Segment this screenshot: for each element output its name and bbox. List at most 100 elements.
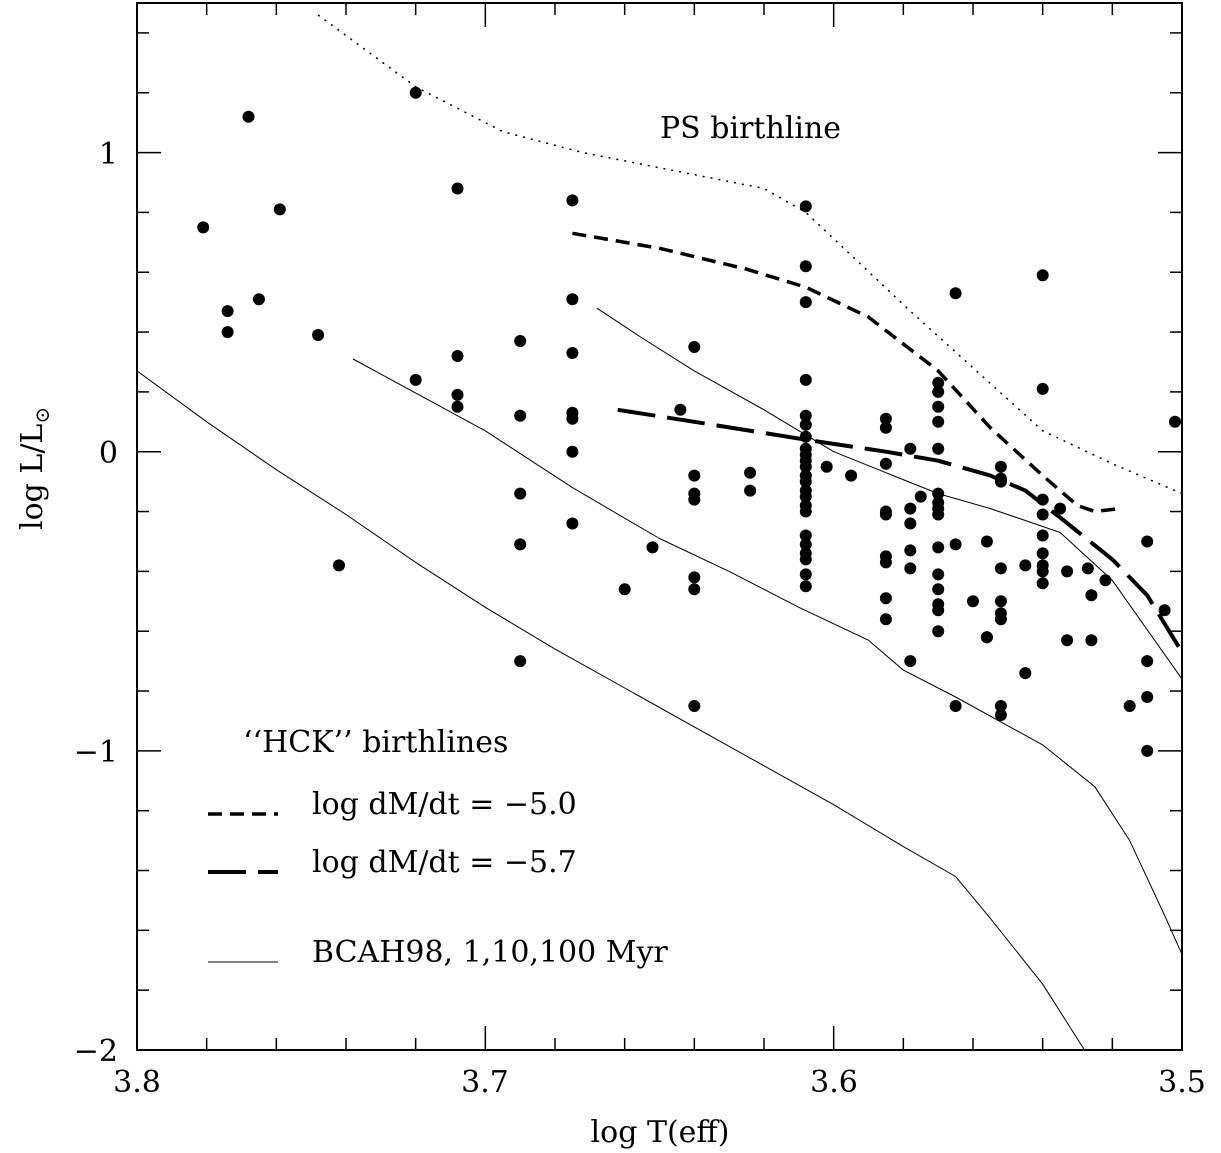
data-point xyxy=(688,493,701,506)
data-point xyxy=(949,287,962,300)
data-point xyxy=(688,469,701,482)
data-point xyxy=(333,559,345,572)
data-point xyxy=(566,445,579,458)
data-point xyxy=(799,296,812,309)
data-point xyxy=(932,508,945,521)
series-line-thin-solid-5 xyxy=(136,370,1085,1051)
data-point xyxy=(1036,529,1049,542)
data-point xyxy=(994,595,1007,608)
series-line-short-dash-1 xyxy=(572,231,1120,514)
data-point xyxy=(879,592,892,605)
data-point xyxy=(566,293,579,306)
data-point xyxy=(1141,691,1154,703)
data-point xyxy=(994,700,1007,712)
data-point xyxy=(409,86,422,99)
data-point xyxy=(799,418,812,431)
x-axis-label: log T(eff) xyxy=(591,1115,730,1150)
data-point xyxy=(799,409,812,422)
data-point xyxy=(879,412,892,425)
data-point xyxy=(1019,667,1032,680)
data-point xyxy=(221,326,234,339)
data-point xyxy=(514,655,527,668)
series-line-long-dash-2 xyxy=(617,407,1184,654)
series-line-thin-solid-3 xyxy=(596,307,1183,680)
data-point xyxy=(1081,562,1094,575)
x-tick-label-3.6: 3.6 xyxy=(810,1065,858,1100)
data-point xyxy=(932,415,945,428)
ticks-layer xyxy=(136,3,1183,1051)
ps-birthline-label: PS birthline xyxy=(660,111,841,146)
data-point xyxy=(1036,577,1049,590)
data-point xyxy=(242,110,255,123)
data-point xyxy=(1036,382,1049,395)
data-point xyxy=(566,517,579,530)
y-tick-label-minus2: −2 xyxy=(74,1034,118,1069)
data-point xyxy=(1036,269,1049,282)
data-point xyxy=(914,490,927,503)
data-point xyxy=(904,442,917,455)
data-point xyxy=(980,535,993,548)
data-point xyxy=(688,583,701,596)
data-point xyxy=(1036,493,1049,506)
data-point xyxy=(994,709,1007,721)
data-point xyxy=(1123,700,1136,712)
data-point xyxy=(1036,547,1049,560)
data-point xyxy=(949,700,962,712)
data-point xyxy=(932,487,945,500)
data-point xyxy=(994,562,1007,575)
data-point xyxy=(799,460,812,473)
data-point xyxy=(1036,508,1049,521)
data-point xyxy=(1141,744,1154,757)
data-point xyxy=(744,466,757,479)
data-point xyxy=(221,305,234,318)
data-point xyxy=(451,400,464,413)
data-point xyxy=(197,221,210,234)
data-point xyxy=(451,388,464,401)
data-point xyxy=(904,655,917,668)
y-axis-label-group: log L/L⊙ xyxy=(15,407,54,530)
data-point xyxy=(451,350,464,362)
legend-label-short-dash: log dM/dt = −5.0 xyxy=(312,787,577,822)
data-point xyxy=(799,505,812,518)
data-point xyxy=(932,385,945,398)
data-point xyxy=(932,376,945,389)
data-point xyxy=(312,329,325,341)
data-point xyxy=(618,583,631,596)
data-point xyxy=(273,203,286,216)
data-point xyxy=(799,200,812,213)
data-point xyxy=(932,604,945,617)
data-point xyxy=(994,475,1007,488)
data-point xyxy=(566,347,579,359)
x-tick-label-3.5: 3.5 xyxy=(1158,1065,1206,1100)
data-point xyxy=(799,430,812,443)
data-point xyxy=(1141,655,1154,668)
data-point xyxy=(799,568,812,581)
data-point xyxy=(514,335,527,347)
data-point xyxy=(744,484,757,497)
data-point xyxy=(688,571,701,584)
data-point xyxy=(904,562,917,575)
y-axis-label-subscript: ⊙ xyxy=(30,407,54,424)
data-point xyxy=(932,400,945,413)
data-point xyxy=(932,442,945,455)
data-point xyxy=(1169,415,1181,428)
data-point xyxy=(1061,634,1074,647)
data-point xyxy=(980,631,993,644)
data-point xyxy=(879,457,892,470)
data-point xyxy=(514,409,527,422)
data-point xyxy=(799,529,812,542)
data-point xyxy=(1036,565,1049,578)
data-point xyxy=(799,475,812,488)
data-point xyxy=(688,341,701,353)
data-point xyxy=(932,625,945,638)
data-point xyxy=(949,538,962,551)
data-point xyxy=(799,538,812,551)
data-point xyxy=(879,556,892,569)
series-line-thin-solid-4 xyxy=(352,358,1183,955)
data-point xyxy=(799,553,812,566)
data-point xyxy=(799,490,812,503)
data-point xyxy=(994,613,1007,626)
hck-legend-title: ‘‘HCK’’ birthlines xyxy=(243,725,508,760)
legend-label-thin-solid: BCAH98, 1,10,100 Myr xyxy=(312,935,668,970)
